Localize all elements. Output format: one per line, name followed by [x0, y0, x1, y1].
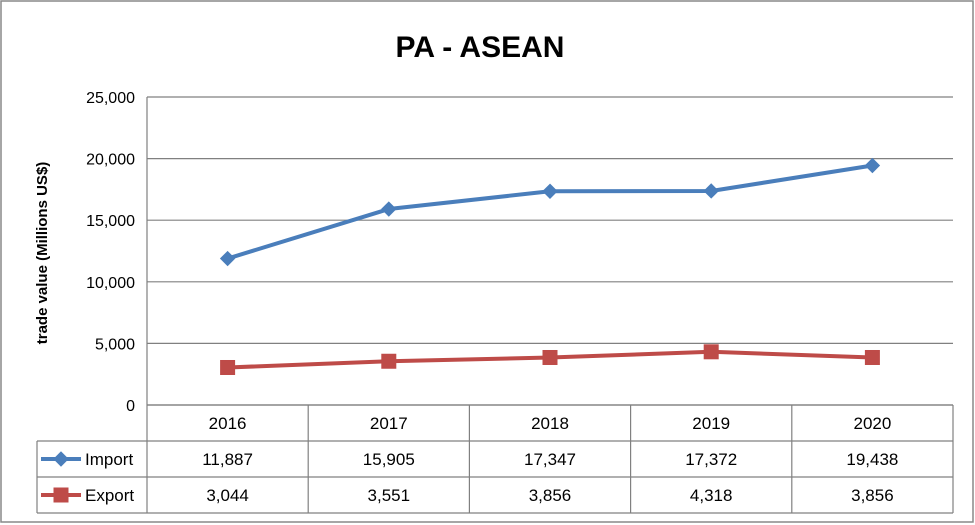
legend-label-import: Import	[85, 450, 133, 469]
y-tick-label: 0	[126, 398, 135, 415]
data-point-export	[220, 359, 236, 375]
data-point-export	[703, 344, 719, 360]
y-tick-label: 20,000	[86, 152, 135, 169]
y-tick-label: 15,000	[86, 213, 135, 230]
y-axis-ticks: 0 5,000 10,000 15,000 20,000 25,000	[86, 90, 135, 415]
data-point-export	[864, 349, 880, 365]
data-table-cell: 17,347	[524, 450, 576, 469]
legend-marker-import	[53, 451, 69, 467]
data-table-cell: 15,905	[363, 450, 415, 469]
data-point-import	[219, 250, 236, 267]
series-lines	[219, 157, 881, 375]
x-tick-label: 2017	[370, 414, 408, 433]
data-table-cell: 11,887	[202, 450, 253, 469]
legend-marker-export	[53, 487, 69, 503]
data-table-cell: 19,438	[846, 450, 898, 469]
data-table-cell: 4,318	[690, 486, 733, 505]
y-tick-label: 10,000	[86, 275, 135, 292]
x-tick-label: 2018	[531, 414, 569, 433]
data-table-cell: 17,372	[685, 450, 737, 469]
data-point-import	[542, 183, 558, 199]
legend-label-export: Export	[85, 486, 134, 505]
data-table-cell: 3,856	[851, 486, 894, 505]
data-point-export	[542, 349, 558, 365]
x-tick-label: 2016	[209, 414, 247, 433]
data-table: 2016 2017 2018 2019 2020 Import 11,887 15,905 17…	[36, 404, 954, 514]
x-tick-label: 2020	[853, 414, 891, 433]
y-axis-label: trade value (Millions US$)	[34, 162, 51, 345]
chart-title: PA - ASEAN	[396, 31, 565, 64]
y-tick-label: 25,000	[86, 90, 135, 107]
x-tick-label: 2019	[692, 414, 730, 433]
data-point-import	[703, 183, 719, 199]
data-point-export	[381, 353, 397, 369]
data-point-import	[864, 157, 881, 174]
data-table-cell: 3,551	[368, 486, 411, 505]
data-table-cell: 3,856	[529, 486, 572, 505]
data-table-cell: 3,044	[206, 486, 249, 505]
data-point-import	[381, 201, 397, 217]
y-tick-label: 5,000	[95, 336, 135, 353]
